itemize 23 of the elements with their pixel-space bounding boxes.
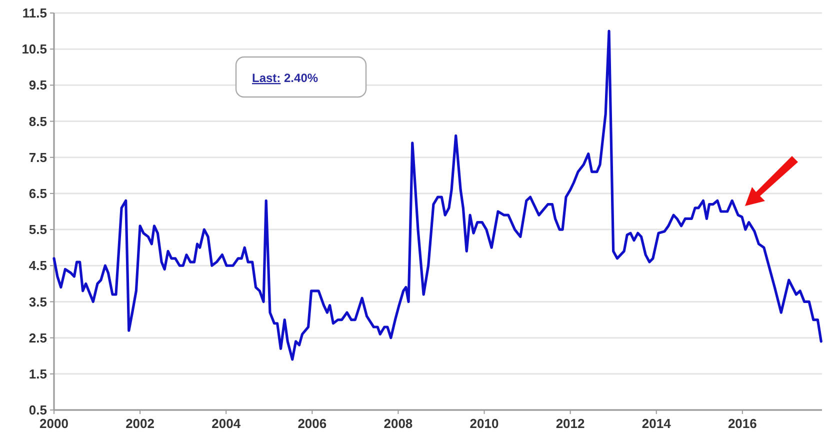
x-tick-label: 2000: [40, 416, 68, 431]
y-tick-label: 5.5: [28, 222, 47, 238]
y-tick-label: 2.5: [28, 330, 47, 346]
x-tick-label: 2002: [126, 416, 155, 431]
x-tick-label: 2006: [298, 416, 327, 431]
y-tick-label: 10.5: [22, 42, 47, 57]
x-tick-label: 2010: [470, 416, 499, 431]
y-tick-label: 1.5: [28, 366, 47, 382]
x-tick-label: 2014: [642, 416, 672, 431]
x-tick-label: 2008: [384, 416, 413, 431]
y-tick-label: 8.5: [28, 114, 47, 129]
y-tick-label: 3.5: [28, 294, 47, 310]
y-tick-label: 4.5: [28, 258, 47, 274]
annotation: Last: 2.40%: [252, 71, 318, 85]
y-tick-label: 0.5: [28, 402, 47, 418]
line-series: [52, 30, 822, 361]
y-tick-label: 9.5: [28, 78, 47, 93]
y-tick-label: 6.5: [28, 186, 47, 202]
y-tick-label: 11.5: [22, 6, 47, 21]
x-tick-label: 2004: [212, 416, 242, 431]
x-tick-label: 2016: [728, 416, 757, 431]
x-tick-label: 2012: [556, 416, 585, 431]
y-tick-label: 7.5: [28, 150, 47, 165]
